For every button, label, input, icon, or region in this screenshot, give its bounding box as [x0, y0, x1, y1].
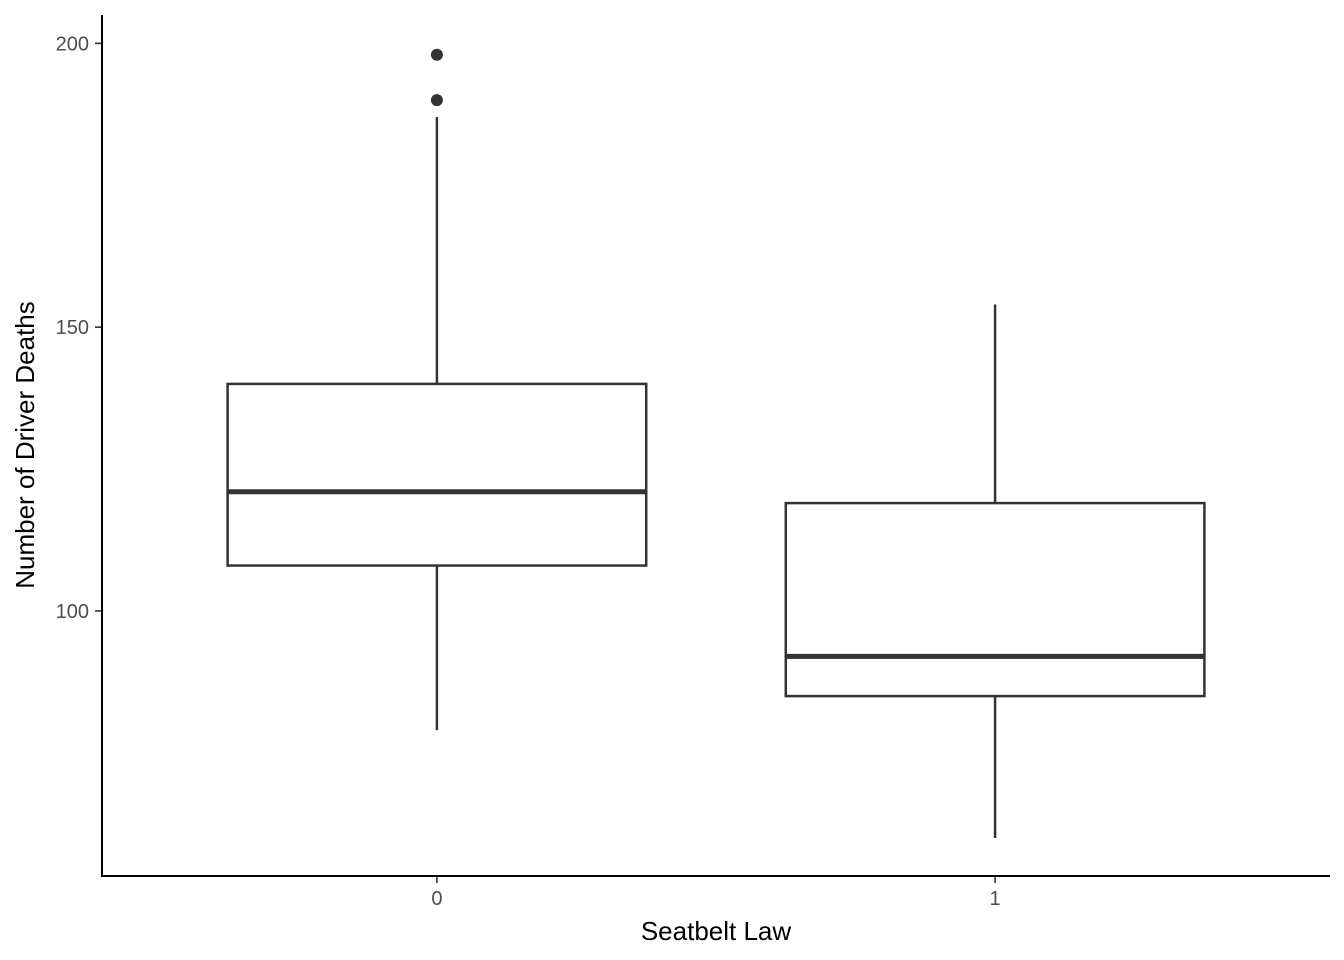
- x-axis-title: Seatbelt Law: [641, 916, 792, 946]
- x-tick-label: 1: [990, 888, 1001, 910]
- outlier-point: [430, 94, 443, 107]
- box-iqr: [784, 501, 1206, 698]
- box-group-1: [784, 304, 1206, 838]
- y-tick-label: 100: [56, 601, 89, 623]
- y-tick-label: 200: [56, 33, 89, 55]
- box-group-0: [226, 48, 648, 731]
- x-tick-label: 0: [431, 888, 442, 910]
- outlier-point: [430, 48, 443, 61]
- plot-marks: [226, 48, 1206, 838]
- y-tick-label: 150: [56, 317, 89, 339]
- y-axis-ticks: 100 150 200: [56, 33, 102, 623]
- box-iqr: [226, 382, 648, 567]
- y-axis-title: Number of Driver Deaths: [10, 301, 40, 589]
